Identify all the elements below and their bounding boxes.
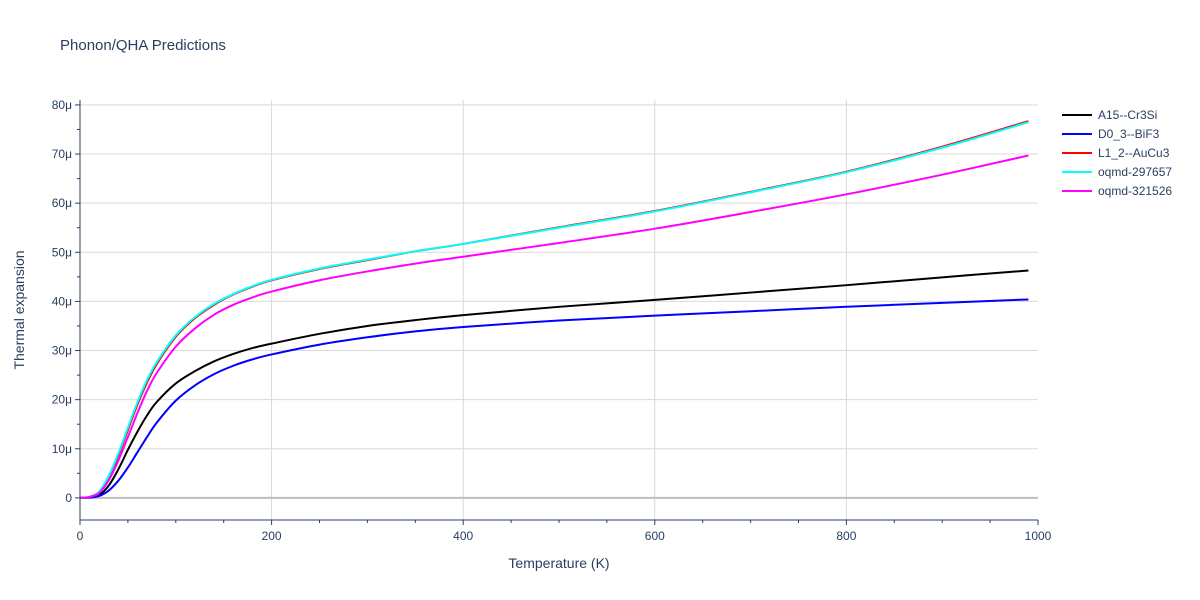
y-tick-label: 30μ <box>52 344 72 358</box>
y-tick-label: 80μ <box>52 98 72 112</box>
legend-item[interactable]: A15--Cr3Si <box>1062 108 1157 122</box>
x-axis-title: Temperature (K) <box>508 555 609 571</box>
y-tick-label: 0 <box>65 491 72 505</box>
series-line-oqmd-297657 <box>79 121 1029 499</box>
legend-item[interactable]: D0_3--BiF3 <box>1062 127 1160 141</box>
legend-item[interactable]: L1_2--AuCu3 <box>1062 146 1170 160</box>
y-tick-label: 70μ <box>52 147 72 161</box>
x-tick-label: 400 <box>453 529 473 543</box>
x-tick-label: 1000 <box>1025 529 1052 543</box>
chart-title: Phonon/QHA Predictions <box>60 37 226 54</box>
legend-label: oqmd-321526 <box>1098 184 1172 198</box>
grid <box>80 100 1038 520</box>
legend-item[interactable]: oqmd-321526 <box>1062 184 1172 198</box>
y-tick-label: 20μ <box>52 393 72 407</box>
legend: A15--Cr3Si D0_3--BiF3 L1_2--AuCu3 oqmd-2976… <box>1062 108 1172 198</box>
x-tick-label: 800 <box>836 529 856 543</box>
y-axis-title: Thermal expansion <box>11 250 27 369</box>
series-line-d0-3-bif3 <box>79 298 1029 499</box>
plot-area <box>79 120 1029 499</box>
legend-label: D0_3--BiF3 <box>1098 127 1160 141</box>
x-tick-label: 0 <box>77 529 84 543</box>
legend-label: L1_2--AuCu3 <box>1098 146 1170 160</box>
series-line-oqmd-321526 <box>79 154 1029 499</box>
y-tick-label: 40μ <box>52 294 72 308</box>
series-line-a15-cr3si <box>79 269 1029 499</box>
legend-label: oqmd-297657 <box>1098 165 1172 179</box>
axes: 0 200 400 600 800 1000 0 10μ 20μ 30μ 40μ 50μ 60μ 70μ 8… <box>52 98 1052 543</box>
x-tick-label: 600 <box>645 529 665 543</box>
legend-item[interactable]: oqmd-297657 <box>1062 165 1172 179</box>
x-tick-label: 200 <box>262 529 282 543</box>
y-tick-label: 50μ <box>52 245 72 259</box>
y-tick-label: 60μ <box>52 196 72 210</box>
y-tick-label: 10μ <box>52 442 72 456</box>
legend-label: A15--Cr3Si <box>1098 108 1157 122</box>
